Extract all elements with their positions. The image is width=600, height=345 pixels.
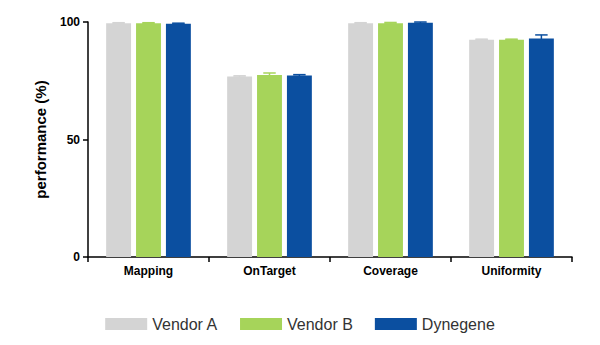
svg-text:performance (%): performance (%) [32,80,49,198]
svg-text:Vendor A: Vendor A [152,316,217,333]
svg-text:Vendor B: Vendor B [287,316,353,333]
svg-text:100: 100 [60,15,80,29]
svg-text:OnTarget: OnTarget [243,264,295,278]
svg-text:Mapping: Mapping [124,264,173,278]
svg-text:Coverage: Coverage [363,264,418,278]
svg-text:Uniformity: Uniformity [482,264,542,278]
svg-text:50: 50 [67,133,81,147]
svg-text:Dynegene: Dynegene [422,316,495,333]
svg-text:0: 0 [73,250,80,264]
